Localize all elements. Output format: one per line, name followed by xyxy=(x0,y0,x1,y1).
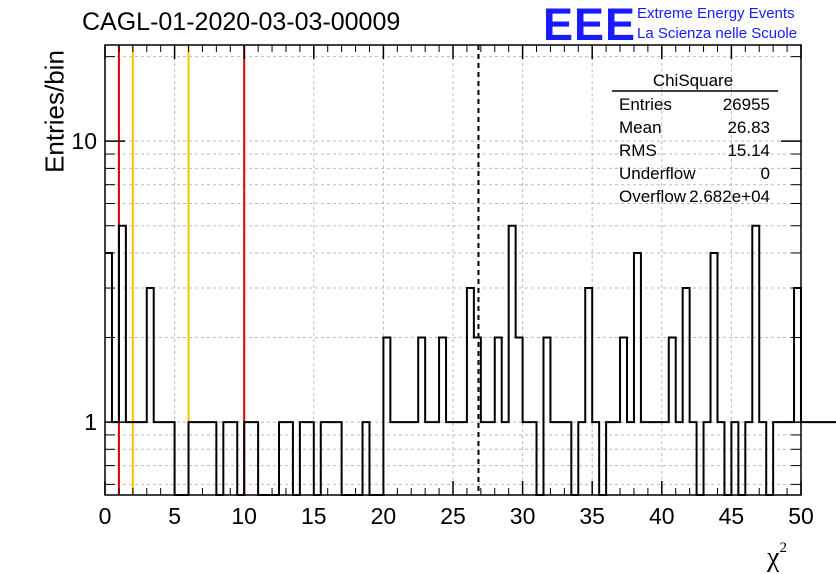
stats-label: Overflow xyxy=(619,187,687,206)
y-axis-label: Entries/bin xyxy=(39,50,70,173)
x-tick-label: 5 xyxy=(168,503,181,529)
stats-title: ChiSquare xyxy=(653,71,733,90)
histogram xyxy=(105,224,836,496)
stats-value: 2.682e+04 xyxy=(689,187,770,206)
stats-label: Mean xyxy=(619,118,662,137)
stats-label: Entries xyxy=(619,95,672,114)
x-tick-label: 15 xyxy=(301,503,327,529)
chart-title: CAGL-01-2020-03-03-00009 xyxy=(82,8,401,36)
axis-ticks xyxy=(104,45,802,495)
stats-label: RMS xyxy=(619,141,657,160)
tick-labels: 0 5 10 15 20 25 30 35 40 45 50 1 10 xyxy=(71,128,813,529)
stats-value: 15.14 xyxy=(727,141,770,160)
x-tick-label: 20 xyxy=(371,503,397,529)
x-tick-label: 0 xyxy=(99,503,112,529)
logo-line-2: La Scienza nelle Scuole xyxy=(637,25,798,42)
x-tick-label: 40 xyxy=(649,503,675,529)
x-axis-label-superscript: 2 xyxy=(779,540,787,556)
x-tick-label: 45 xyxy=(719,503,745,529)
y-tick-label: 10 xyxy=(71,128,97,154)
stats-label: Underflow xyxy=(619,164,696,183)
stats-value: 26.83 xyxy=(727,118,770,137)
reference-lines xyxy=(117,45,480,495)
stats-value: 0 xyxy=(761,164,770,183)
x-tick-label: 35 xyxy=(579,503,605,529)
x-tick-label: 30 xyxy=(510,503,536,529)
histogram-line xyxy=(105,224,836,496)
x-tick-label: 10 xyxy=(231,503,257,529)
x-axis-label: χ2 xyxy=(767,540,787,574)
y-tick-label: 1 xyxy=(84,409,97,435)
eee-logo: EEE xyxy=(543,0,637,50)
stats-value: 26955 xyxy=(723,95,770,114)
x-tick-label: 50 xyxy=(788,503,814,529)
logo-line-1: Extreme Energy Events xyxy=(637,5,795,22)
grid xyxy=(105,45,801,495)
x-axis-label-symbol: χ xyxy=(767,542,780,573)
x-tick-label: 25 xyxy=(440,503,466,529)
stats-box: ChiSquare Entries 26955 Mean 26.83 RMS 15.14 U… xyxy=(612,71,778,206)
